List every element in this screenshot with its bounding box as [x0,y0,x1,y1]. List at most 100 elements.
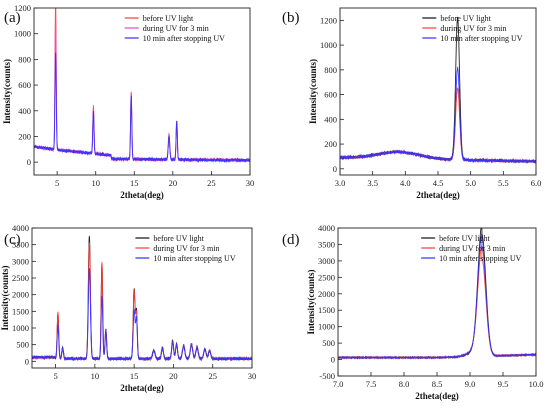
legend-entry: before UV light [440,14,491,23]
y-tick-label: 0 [27,157,31,167]
plot-frame [33,7,251,176]
series-line [32,268,252,362]
series-line [340,66,536,164]
x-tick-label: 15 [130,371,139,381]
y-tick-label: 200 [324,139,337,149]
y-axis-label: Intensity(counts) [306,269,316,334]
legend-entry: during UV for 3 min [143,24,209,33]
x-tick-label: 20 [169,371,178,381]
legend-entry: 10 min after stopping UV [153,254,235,263]
y-tick-label: 3500 [318,239,335,249]
x-tick-label: 8.0 [399,379,410,389]
x-tick-label: 4.5 [433,178,444,188]
x-tick-label: 25 [208,371,217,381]
panel-label: (d) [282,232,300,248]
y-tick-label: 2500 [12,273,29,283]
y-tick-label: 500 [322,338,335,348]
legend-entry: during UV for 3 min [439,244,505,253]
x-axis-label: 2theta(deg) [120,190,164,200]
y-tick-label: 0 [333,164,337,174]
y-tick-label: 400 [324,114,337,124]
chart-panel-d: (d) 7.0 7.5 8.0 8.5 9.0 9.5 10.0 -500 0 500 1000 150… [282,223,543,401]
y-tick-label: 1500 [318,305,335,315]
x-axis-label: 2theta(deg) [416,190,460,200]
x-tick-label: 5.5 [498,178,509,188]
x-tick-label: 25 [207,178,216,188]
series-line [340,87,536,165]
y-tick-label: 1000 [12,323,29,333]
chart-panel-b: (b) 3.0 3.5 4.0 4.5 5.0 5.5 6.0 0 200 400 600 800 100… [282,7,542,200]
x-tick-label: 30 [248,371,257,381]
legend-entry: during UV for 3 min [440,24,506,33]
y-axis-label: Intensity(counts) [308,59,318,124]
series-layer [34,8,250,164]
y-axis-label: Intensity(counts) [0,265,10,330]
y-tick-label: 500 [16,340,29,350]
legend-entry: 10 min after stopping UV [440,34,522,43]
x-tick-label: 9.5 [498,379,509,389]
legend-entry: 10 min after stopping UV [439,254,521,263]
x-tick-label: 3.5 [367,178,378,188]
y-tick-label: 1000 [320,40,337,50]
plot-frame [337,227,537,377]
legend-entry: before UV light [143,14,194,23]
chart-panel-c: (c) 5 10 15 20 25 30 0 500 1000 1500 2000 2500 3000 35… [0,223,256,393]
y-tick-label: 600 [18,80,31,90]
y-tick-label: 4000 [12,223,29,233]
series-line [338,233,536,360]
y-tick-label: 2000 [12,290,29,300]
y-tick-label: 3000 [12,256,29,266]
legend-entry: before UV light [439,234,490,243]
y-tick-label: 800 [324,65,337,75]
x-tick-label: 7.0 [333,379,344,389]
x-tick-label: 15 [130,178,139,188]
y-tick-label: 4000 [318,223,335,233]
legend-entry: 10 min after stopping UV [143,34,225,43]
plot-frame [31,227,253,369]
x-axis-label: 2theta(deg) [120,383,164,393]
y-tick-label: 400 [18,106,31,116]
panel-label: (b) [282,10,300,26]
x-tick-label: 5 [53,371,57,381]
y-tick-label: 200 [18,131,31,141]
x-tick-label: 30 [246,178,255,188]
x-tick-label: 3.0 [335,178,346,188]
y-tick-label: 1000 [318,322,335,332]
x-tick-label: 4.0 [400,178,411,188]
x-tick-label: 10 [91,178,100,188]
y-tick-label: 2500 [318,272,335,282]
x-tick-label: 8.5 [432,379,443,389]
y-tick-label: 0 [25,356,29,366]
y-tick-label: 0 [331,355,335,365]
series-line [338,228,536,360]
y-tick-label: 3000 [318,256,335,266]
series-line [34,52,250,163]
panel-label: (c) [4,232,21,248]
y-tick-label: 1500 [12,306,29,316]
series-layer [338,228,536,360]
series-layer [340,16,536,165]
x-tick-label: 5.0 [465,178,476,188]
x-axis-label: 2theta(deg) [415,391,459,401]
x-tick-label: 6.0 [531,178,542,188]
y-tick-label: 600 [324,90,337,100]
legend-entry: before UV light [153,234,204,243]
x-tick-label: 20 [169,178,178,188]
chart-panel-a: (a) 5 10 15 20 25 30 0 200 400 600 800 1000 1200 2thet… [2,3,255,200]
legend-entry: during UV for 3 min [153,244,219,253]
x-tick-label: 5 [55,178,59,188]
x-tick-label: 9.0 [465,379,476,389]
series-layer [32,235,252,362]
panel-label: (a) [4,10,21,26]
y-tick-label: 800 [18,54,31,64]
y-tick-label: 3500 [12,240,29,250]
y-tick-label: 1200 [320,15,337,25]
y-tick-label: -500 [319,371,335,381]
x-tick-label: 7.5 [366,379,377,389]
x-tick-label: 10 [91,371,100,381]
